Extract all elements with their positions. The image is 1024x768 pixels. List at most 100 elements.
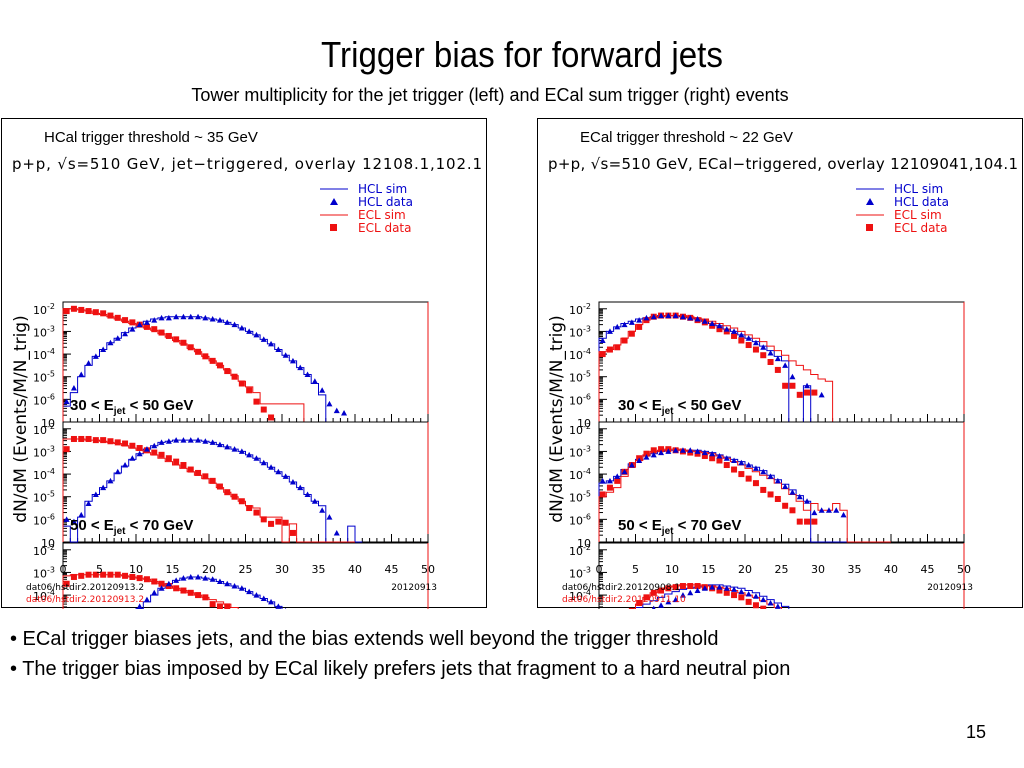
- hcl-data-point: [628, 319, 635, 325]
- ecl-data-point: [129, 573, 136, 580]
- hcl-data-point: [319, 387, 326, 393]
- y-tick-label: 10-2: [33, 543, 55, 558]
- hcl-data-point: [643, 454, 650, 460]
- ecl-data-point: [107, 312, 114, 319]
- footer-date: 20120913: [391, 583, 437, 593]
- hcl-data-point: [275, 468, 282, 475]
- ecl-data-point: [260, 516, 267, 523]
- hcl-data-point: [760, 596, 767, 603]
- hcl-data-point: [679, 447, 686, 453]
- ecl-data-point: [209, 601, 216, 608]
- hcl-data-point: [731, 586, 738, 592]
- hcl-data-point: [774, 355, 781, 362]
- y-tick-label: 10-4: [33, 588, 55, 603]
- hcl-data-point: [326, 514, 333, 520]
- y-tick-label: 10-3: [33, 324, 55, 339]
- ecl-data-point: [195, 592, 202, 599]
- hcl-data-point: [216, 578, 223, 584]
- x-tick-label: 15: [166, 563, 180, 576]
- hcl-data-point: [63, 398, 70, 405]
- ecl-data-point: [650, 589, 657, 596]
- hcl-sim-histogram: [62, 316, 355, 423]
- hcl-data-point: [78, 371, 85, 377]
- ecl-data-point: [107, 438, 114, 445]
- hcl-data-point: [143, 446, 150, 452]
- hcl-data-point: [297, 484, 304, 491]
- hcl-data-point: [651, 605, 656, 609]
- footer-date: 20120913: [927, 583, 973, 593]
- legend-label: ECL data: [894, 221, 948, 235]
- ecl-data-point: [173, 585, 180, 592]
- ecl-data-point: [738, 594, 745, 601]
- hcl-data-point: [774, 477, 781, 484]
- ecl-data-point: [173, 458, 180, 465]
- hcl-data-point: [658, 602, 665, 608]
- hcl-data-point: [333, 529, 340, 536]
- hcl-data-point: [114, 468, 121, 475]
- ecl-data-point: [78, 572, 85, 579]
- hcl-data-point: [136, 450, 143, 457]
- hcl-data-point: [311, 498, 318, 504]
- y-tick-label: 10-5: [33, 370, 55, 385]
- hcl-data-point: [260, 336, 267, 342]
- y-tick-label: 10-3: [33, 444, 55, 459]
- ecl-data-point: [614, 344, 621, 351]
- hcl-data-point: [246, 588, 253, 595]
- ecl-data-point: [238, 498, 245, 505]
- hcl-data-point: [796, 493, 803, 500]
- ecl-data-point: [752, 602, 759, 609]
- ecl-data-point: [224, 603, 231, 609]
- x-tick-label: 35: [312, 563, 326, 576]
- hcl-data-point: [180, 313, 187, 320]
- hcl-data-point: [752, 593, 759, 599]
- legend-label: HCL sim: [358, 182, 407, 196]
- ecl-data-point: [107, 571, 114, 578]
- hcl-data-point: [92, 353, 99, 359]
- hcl-data-point: [731, 457, 738, 463]
- y-tick-label: 10-3: [33, 565, 55, 580]
- ecl-data-point: [231, 493, 238, 500]
- hcl-data-point: [202, 314, 209, 321]
- ecl-data-point: [260, 406, 267, 413]
- hcl-data-point: [224, 319, 231, 325]
- ecl-data-point: [63, 580, 70, 587]
- legend-label: HCL data: [894, 195, 949, 209]
- ecl-data-point: [716, 457, 723, 464]
- hcl-data-point: [282, 473, 289, 479]
- hcl-data-point: [231, 446, 238, 452]
- y-tick-label: 10-4: [569, 347, 591, 362]
- x-tick-label: 25: [239, 563, 253, 576]
- ecl-data-point: [811, 389, 818, 396]
- hcl-data-point: [231, 321, 238, 328]
- ecl-data-point: [224, 489, 231, 496]
- bullet-item: • The trigger bias imposed by ECal likel…: [10, 658, 791, 680]
- ecl-data-point: [253, 509, 260, 516]
- ecl-data-point: [165, 455, 172, 462]
- ecl-data-point: [187, 466, 194, 473]
- hcl-data-point: [658, 312, 665, 319]
- hcl-data-point: [311, 378, 318, 384]
- hcl-data-point: [636, 457, 643, 463]
- hcl-data-point: [789, 489, 796, 495]
- panel-label: HCal trigger threshold ~ 35 GeV: [44, 129, 258, 146]
- hcl-data-point: [650, 451, 657, 458]
- ecl-data-point: [136, 445, 143, 452]
- ecl-data-point: [796, 391, 803, 398]
- ecl-data-point: [614, 477, 621, 484]
- hcl-data-point: [760, 468, 767, 475]
- hcl-data-point: [285, 607, 287, 609]
- chart-title: p+p, √s=510 GeV, ECal−triggered, overlay…: [548, 155, 1018, 173]
- y-tick-label: 10-4: [569, 467, 591, 482]
- hcl-data-point: [129, 455, 136, 461]
- ecl-data-point: [599, 351, 606, 358]
- ecl-sim-histogram: [62, 438, 355, 543]
- hcl-data-point: [694, 315, 701, 322]
- ecl-data-point: [85, 435, 92, 442]
- ecl-data-point: [78, 306, 85, 313]
- hcl-data-point: [760, 344, 767, 350]
- ecl-data-point: [606, 346, 613, 353]
- hcl-data-point: [319, 507, 326, 513]
- slide-subtitle: Tower multiplicity for the jet trigger (…: [191, 85, 789, 105]
- ecl-data-point: [158, 451, 165, 458]
- x-tick-label: 5: [96, 563, 103, 576]
